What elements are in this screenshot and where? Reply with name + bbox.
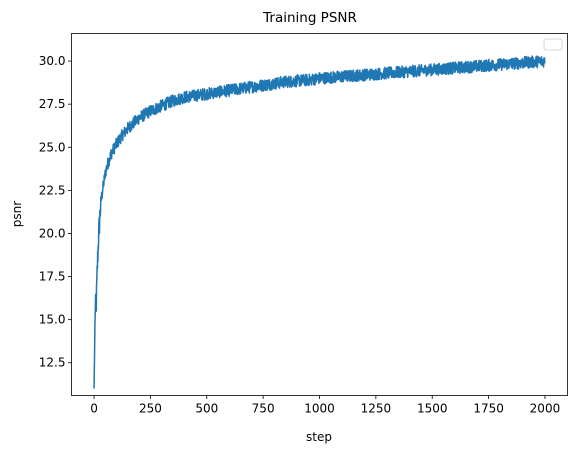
psnr-series-line — [93, 55, 546, 389]
y-tick-label: 27.5 — [39, 97, 66, 111]
y-tick-label: 25.0 — [39, 140, 66, 154]
y-tick-label: 15.0 — [39, 313, 66, 327]
y-tick-label: 20.0 — [39, 226, 66, 240]
ticks-layer: 0 250 500 750 1000 1250 1500 1750 2000 12.5 15.0 17… — [39, 54, 560, 415]
chart-title: Training PSNR — [262, 10, 357, 26]
plot-frame — [71, 33, 568, 396]
x-tick-label: 1750 — [473, 402, 504, 416]
y-tick-label: 17.5 — [39, 270, 66, 284]
x-tick-label: 750 — [252, 402, 275, 416]
x-axis-label: step — [306, 430, 332, 444]
x-tick-label: 1250 — [361, 402, 392, 416]
x-tick-label: 1000 — [304, 402, 335, 416]
legend-box — [543, 38, 563, 51]
series-layer — [93, 55, 546, 389]
y-tick-label: 30.0 — [39, 54, 66, 68]
x-tick-label: 1500 — [417, 402, 448, 416]
y-tick-label: 22.5 — [39, 183, 66, 197]
x-tick-label: 500 — [195, 402, 218, 416]
y-tick-label: 12.5 — [39, 356, 66, 370]
y-axis-label: psnr — [10, 201, 24, 227]
x-tick-label: 0 — [90, 402, 98, 416]
x-tick-label: 2000 — [530, 402, 561, 416]
x-tick-label: 250 — [139, 402, 162, 416]
